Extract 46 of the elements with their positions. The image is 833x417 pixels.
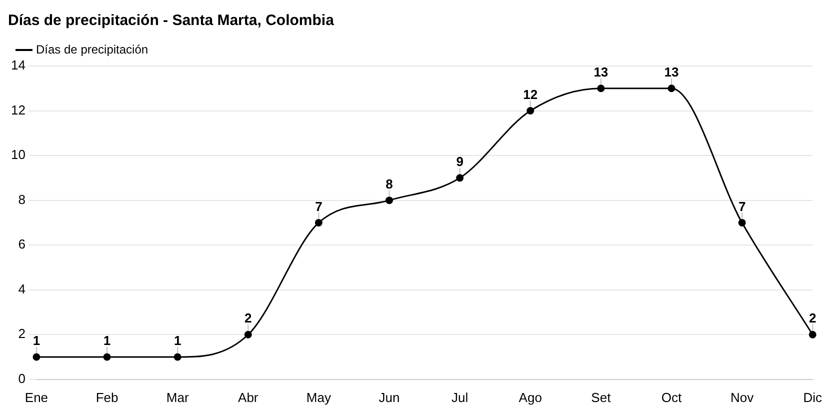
- point: [738, 218, 746, 226]
- x-tick-label: Abr: [238, 390, 259, 405]
- x-tick-label: Nov: [730, 390, 754, 405]
- point: [526, 107, 534, 115]
- data-label: 13: [664, 64, 679, 80]
- y-tick-label: 2: [18, 326, 26, 342]
- y-tick-label: 12: [10, 102, 26, 118]
- data-label: 9: [456, 154, 464, 170]
- point: [32, 353, 40, 361]
- point: [597, 84, 605, 92]
- point: [174, 353, 182, 361]
- data-label: 1: [103, 333, 111, 348]
- y-tick-label: 14: [10, 58, 26, 73]
- data-label: 2: [244, 310, 252, 326]
- x-tick-label: Jul: [452, 390, 468, 405]
- x-tick-label: Ago: [518, 390, 542, 405]
- x-tick-label: Dic: [803, 390, 822, 405]
- point: [244, 330, 252, 338]
- point: [668, 84, 676, 92]
- data-label: 1: [32, 333, 40, 348]
- data-label: 12: [523, 86, 538, 102]
- point: [103, 353, 111, 361]
- point: [808, 330, 816, 338]
- x-tick-label: May: [306, 390, 332, 405]
- x-tick-label: Mar: [166, 390, 190, 405]
- data-label: 13: [594, 64, 608, 80]
- y-tick-label: 6: [18, 236, 26, 252]
- y-tick-label: 0: [18, 370, 26, 386]
- point: [314, 218, 322, 226]
- data-label: 2: [808, 310, 816, 326]
- data-label: 7: [738, 198, 746, 214]
- x-tick-label: Ene: [24, 390, 48, 405]
- data-label: 7: [315, 198, 322, 214]
- y-tick-label: 10: [10, 147, 26, 162]
- point: [386, 196, 394, 204]
- y-tick-label: 4: [18, 281, 26, 296]
- x-tick-label: Set: [591, 390, 612, 405]
- x-tick-label: Feb: [96, 390, 118, 405]
- chart-title: Días de precipitación - Santa Marta, Colombia: [8, 12, 335, 30]
- legend-label: Días de precipitación: [36, 42, 148, 56]
- y-tick-label: 8: [18, 192, 26, 207]
- data-label: 1: [174, 333, 182, 348]
- x-tick-label: Oct: [661, 390, 682, 405]
- point: [456, 174, 464, 182]
- x-tick-label: Jun: [378, 390, 400, 405]
- data-label: 8: [386, 176, 393, 192]
